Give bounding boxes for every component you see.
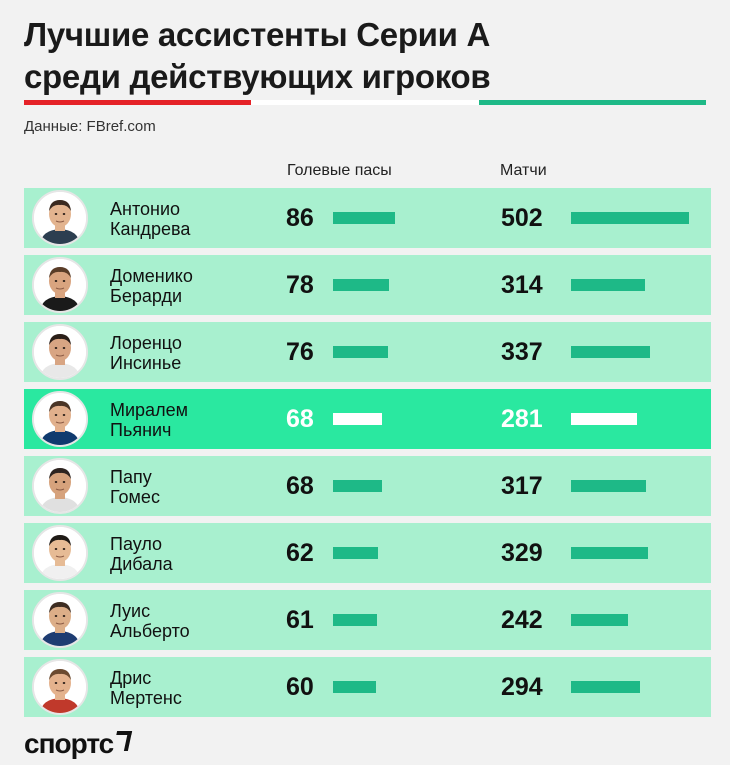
assists-value: 68 — [286, 405, 314, 433]
player-first-name: Антонио — [110, 199, 181, 219]
matches-bar — [571, 614, 628, 626]
player-avatar — [32, 391, 88, 447]
player-first-name: Пауло — [110, 534, 163, 554]
player-last-name: Дибала — [110, 554, 173, 574]
matches-value: 294 — [501, 673, 543, 701]
player-last-name: Гомес — [110, 487, 160, 507]
player-name: Миралем Пьянич — [110, 400, 188, 440]
player-row: Миралем Пьянич 68 281 — [24, 389, 711, 449]
player-name: Луис Альберто — [110, 601, 190, 641]
flag-stripe-green — [479, 100, 706, 105]
assists-value: 60 — [286, 673, 314, 701]
assists-value: 76 — [286, 338, 314, 366]
player-name: Папу Гомес — [110, 467, 160, 507]
title-line-1: Лучшие ассистенты Серии А — [24, 16, 491, 53]
matches-value: 314 — [501, 271, 543, 299]
player-row: Антонио Кандрева 86 502 — [24, 188, 711, 248]
logo-tick-icon — [113, 731, 133, 751]
player-name: Антонио Кандрева — [110, 199, 190, 239]
player-avatar — [32, 525, 88, 581]
matches-bar — [571, 212, 689, 224]
player-avatar — [32, 458, 88, 514]
player-first-name: Папу — [110, 467, 152, 487]
player-avatar — [32, 257, 88, 313]
player-name: Доменико Берарди — [110, 266, 193, 306]
player-last-name: Кандрева — [110, 219, 191, 239]
matches-value: 502 — [501, 204, 543, 232]
player-last-name: Пьянич — [110, 420, 172, 440]
assists-value: 86 — [286, 204, 314, 232]
player-name: Пауло Дибала — [110, 534, 173, 574]
matches-value: 337 — [501, 338, 543, 366]
player-last-name: Инсинье — [110, 353, 182, 373]
data-source: Данные: FBref.com — [24, 118, 156, 135]
matches-bar — [571, 480, 646, 492]
player-first-name: Доменико — [110, 266, 193, 286]
assists-bar — [333, 681, 376, 693]
chart-title: Лучшие ассистенты Серии А среди действую… — [24, 14, 714, 98]
assists-value: 78 — [286, 271, 314, 299]
assists-value: 68 — [286, 472, 314, 500]
title-line-2: среди действующих игроков — [24, 58, 491, 95]
player-avatar — [32, 659, 88, 715]
assists-bar — [333, 279, 389, 291]
player-avatar — [32, 592, 88, 648]
player-last-name: Мертенс — [110, 688, 182, 708]
logo-text: спортс — [24, 728, 114, 759]
matches-value: 317 — [501, 472, 543, 500]
sports-logo: спортс — [24, 728, 133, 760]
player-last-name: Берарди — [110, 286, 182, 306]
matches-bar — [571, 279, 645, 291]
assists-value: 62 — [286, 539, 314, 567]
player-row: Папу Гомес 68 317 — [24, 456, 711, 516]
assists-bar — [333, 346, 388, 358]
matches-bar — [571, 547, 648, 559]
assists-bar — [333, 480, 382, 492]
player-name: Дрис Мертенс — [110, 668, 182, 708]
player-row: Пауло Дибала 62 329 — [24, 523, 711, 583]
player-avatar — [32, 324, 88, 380]
player-name: Лоренцо Инсинье — [110, 333, 182, 373]
assists-bar — [333, 614, 377, 626]
matches-value: 281 — [501, 405, 543, 433]
matches-value: 329 — [501, 539, 543, 567]
player-first-name: Лоренцо — [110, 333, 182, 353]
matches-bar — [571, 346, 650, 358]
player-row: Дрис Мертенс 60 294 — [24, 657, 711, 717]
matches-value: 242 — [501, 606, 543, 634]
flag-stripe-red — [24, 100, 251, 105]
player-first-name: Дрис — [110, 668, 152, 688]
player-first-name: Миралем — [110, 400, 188, 420]
player-last-name: Альберто — [110, 621, 190, 641]
flag-stripe-white — [251, 100, 479, 105]
player-row: Лоренцо Инсинье 76 337 — [24, 322, 711, 382]
assists-bar — [333, 212, 395, 224]
player-avatar — [32, 190, 88, 246]
column-header-matches: Матчи — [500, 162, 547, 179]
player-first-name: Луис — [110, 601, 151, 621]
player-row: Луис Альберто 61 242 — [24, 590, 711, 650]
assists-bar — [333, 547, 378, 559]
column-header-assists: Голевые пасы — [287, 162, 392, 179]
matches-bar — [571, 413, 637, 425]
player-row: Доменико Берарди 78 314 — [24, 255, 711, 315]
matches-bar — [571, 681, 640, 693]
assists-bar — [333, 413, 382, 425]
assists-value: 61 — [286, 606, 314, 634]
